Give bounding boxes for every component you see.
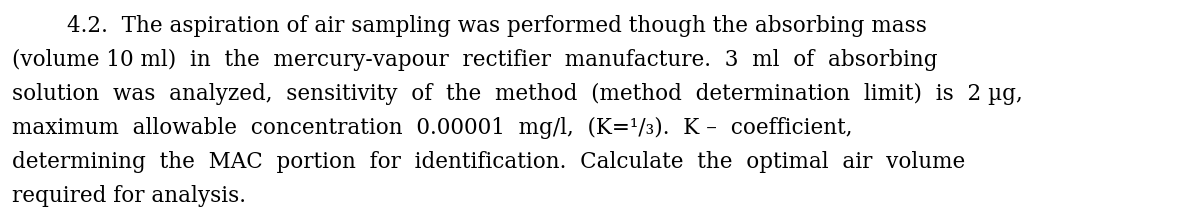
Text: maximum  allowable  concentration  0.00001  mg/l,  (K=¹/₃).  K –  coefficient,: maximum allowable concentration 0.00001 … [12,117,852,139]
Text: 4.2.  The aspiration of air sampling was performed though the absorbing mass: 4.2. The aspiration of air sampling was … [12,15,926,37]
Text: solution  was  analyzed,  sensitivity  of  the  method  (method  determination  : solution was analyzed, sensitivity of th… [12,83,1022,105]
Text: (volume 10 ml)  in  the  mercury-vapour  rectifier  manufacture.  3  ml  of  abs: (volume 10 ml) in the mercury-vapour rec… [12,49,937,71]
Text: determining  the  MAC  portion  for  identification.  Calculate  the  optimal  a: determining the MAC portion for identifi… [12,151,965,173]
Text: required for analysis.: required for analysis. [12,185,246,207]
